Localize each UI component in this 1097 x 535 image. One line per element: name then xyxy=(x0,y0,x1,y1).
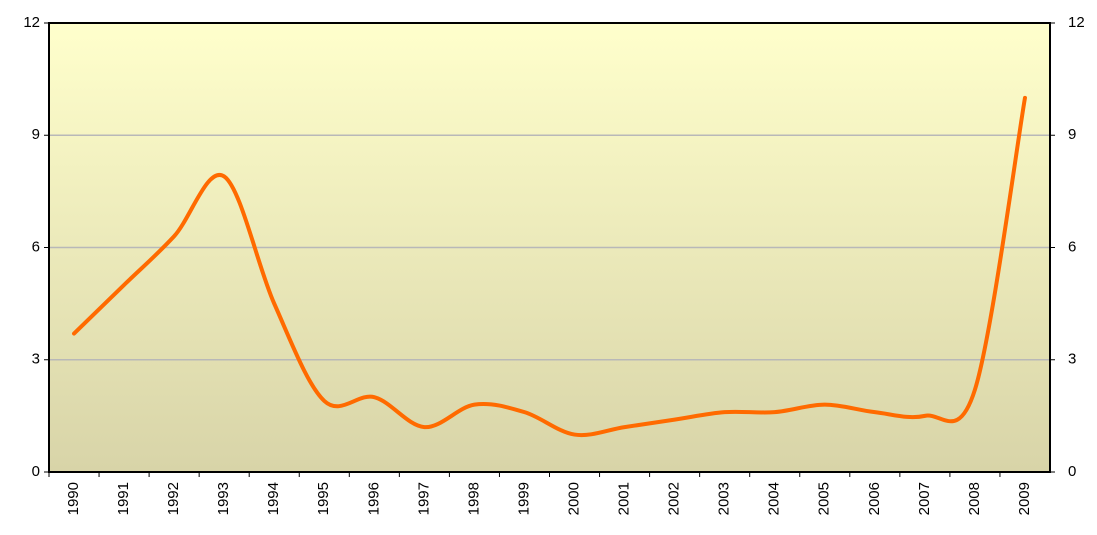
x-tick-label: 1995 xyxy=(315,482,332,515)
line-series xyxy=(72,95,1027,438)
y-tick-label: 0 xyxy=(32,463,40,480)
marks xyxy=(72,95,1027,438)
x-tick-label: 2007 xyxy=(916,482,933,515)
x-tick-label: 1998 xyxy=(465,482,482,515)
y2-tick-label: 3 xyxy=(1068,351,1076,368)
x-tick-label: 1997 xyxy=(415,482,432,515)
x-tick-label: 2009 xyxy=(1016,482,1033,515)
y-tick-label: 9 xyxy=(32,126,40,143)
y-tick-label: 6 xyxy=(32,238,40,255)
x-tick-label: 1992 xyxy=(165,482,182,515)
y-tick-label: 12 xyxy=(23,14,40,31)
x-tick-label: 1990 xyxy=(65,482,82,515)
x-tick-label: 1991 xyxy=(115,482,132,515)
x-tick-label: 2006 xyxy=(866,482,883,515)
x-tick-label: 2000 xyxy=(565,482,582,515)
y-tick-label: 3 xyxy=(32,351,40,368)
x-tick-label: 1993 xyxy=(215,482,232,515)
y2-tick-label: 6 xyxy=(1068,238,1076,255)
x-tick-label: 2003 xyxy=(716,482,733,515)
x-tick-label: 2008 xyxy=(966,482,983,515)
y2-tick-label: 12 xyxy=(1068,14,1085,31)
x-tick-label: 1999 xyxy=(515,482,532,515)
x-tick-label: 2004 xyxy=(766,482,783,515)
x-tick-label: 1994 xyxy=(265,482,282,515)
x-tick-label: 2001 xyxy=(616,482,633,515)
x-tick-label: 2005 xyxy=(816,482,833,515)
y2-tick-label: 9 xyxy=(1068,126,1076,143)
x-tick-label: 1996 xyxy=(365,482,382,515)
y2-tick-label: 0 xyxy=(1068,463,1076,480)
x-tick-label: 2002 xyxy=(666,482,683,515)
